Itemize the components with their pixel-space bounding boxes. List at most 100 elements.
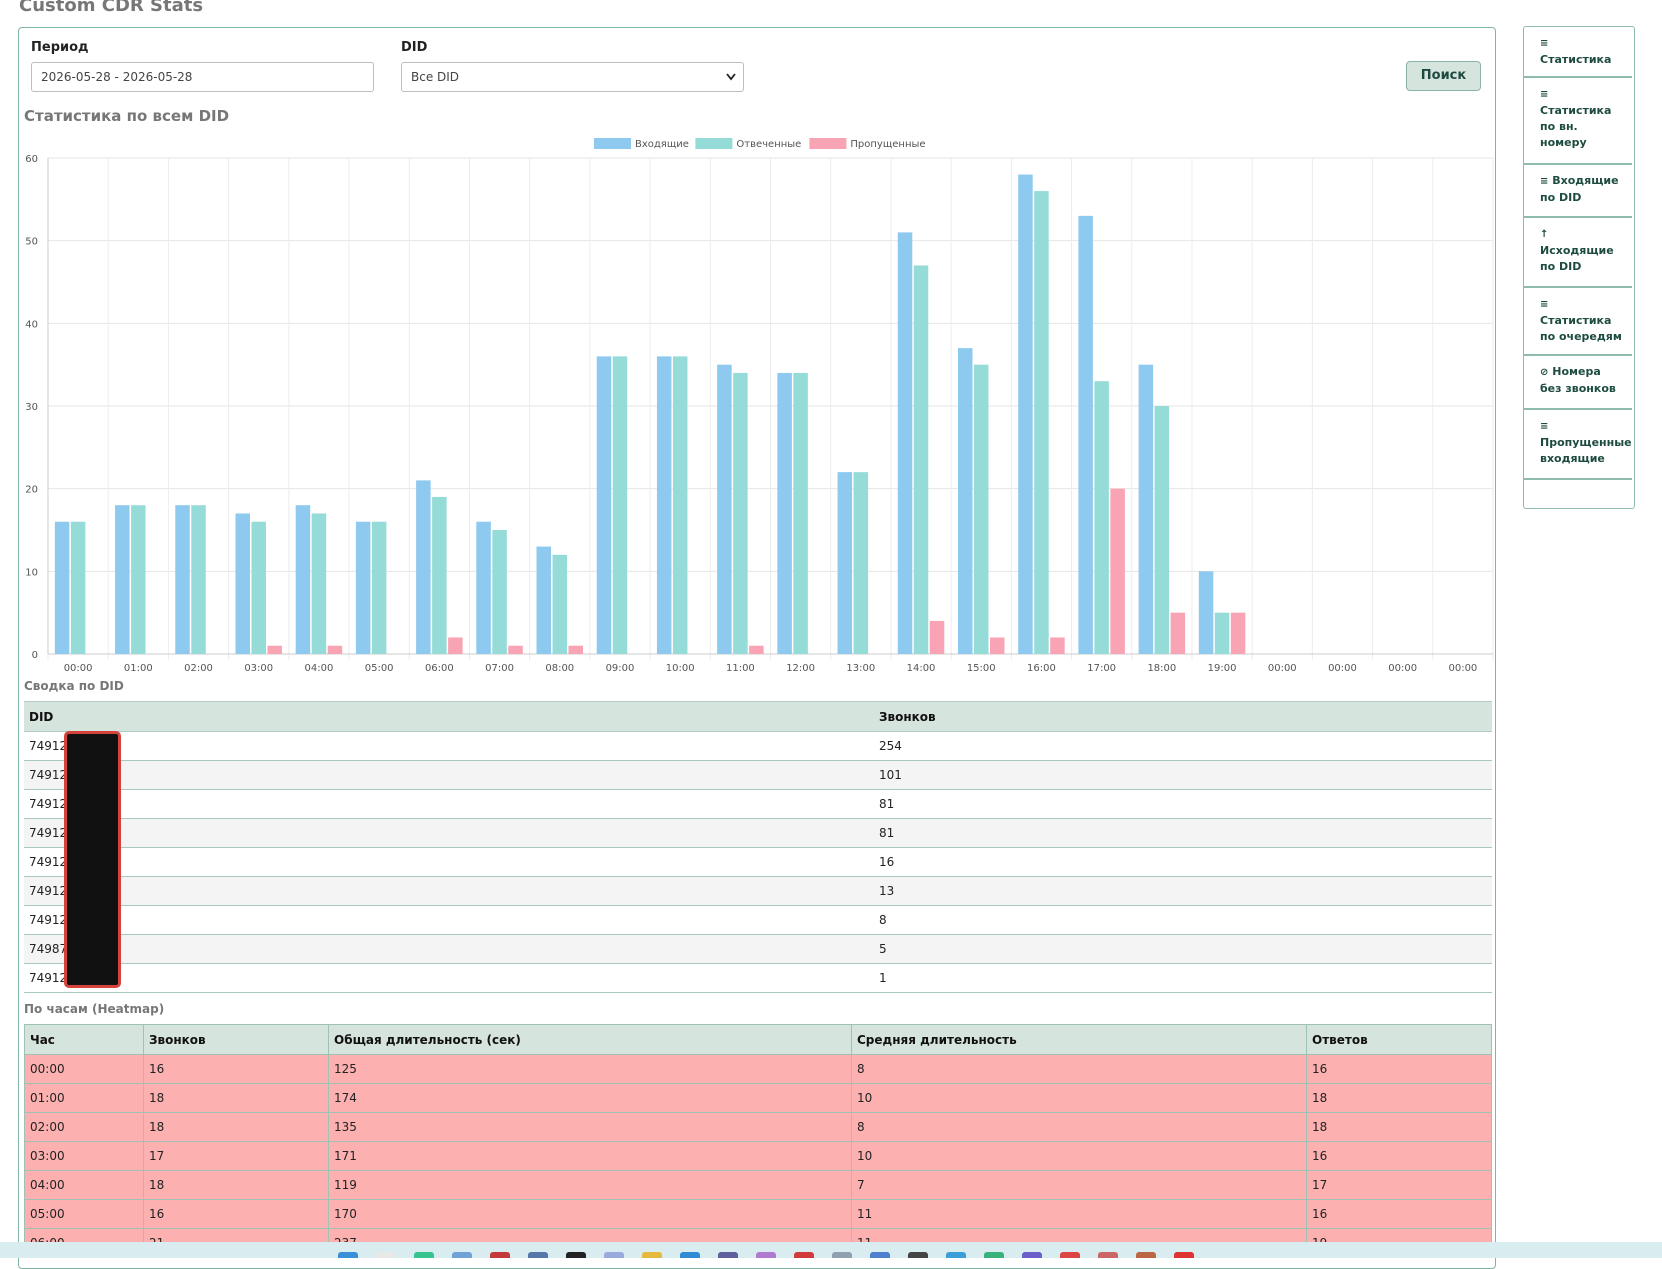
list-icon: ≡ (1540, 89, 1549, 100)
answered-cell: 17 (1306, 1170, 1492, 1200)
taskbar-app-icon[interactable] (414, 1252, 434, 1258)
hour-cell: 04:00 (24, 1170, 144, 1200)
bar-answered (973, 364, 989, 654)
taskbar-app-icon[interactable] (794, 1252, 814, 1258)
hour-cell: 05:00 (24, 1199, 144, 1229)
ban-icon: ⊘ (1540, 367, 1549, 378)
sidebar-item-label: Пропущенные (1540, 436, 1632, 449)
list-icon: ≡ (1540, 421, 1549, 432)
table-row: 74912 8 (24, 905, 1492, 935)
x-tick-label: 09:00 (606, 663, 635, 674)
calls-cell: 16 (143, 1199, 329, 1229)
x-tick-label: 14:00 (907, 663, 936, 674)
sidebar-item-4[interactable]: ↑ Исходящие по DID (1524, 218, 1632, 288)
did-select[interactable]: Все DID (401, 62, 744, 92)
bar-answered (131, 505, 146, 654)
did-cell: 74912 (24, 731, 874, 761)
table-row: 74912 13 (24, 876, 1492, 906)
taskbar-app-icon[interactable] (338, 1252, 358, 1258)
did-select-value: Все DID (411, 70, 460, 84)
x-tick-label: 11:00 (726, 663, 755, 674)
x-tick-label: 17:00 (1087, 663, 1116, 674)
x-tick-label: 03:00 (244, 663, 273, 674)
legend-swatch (809, 138, 847, 149)
taskbar-app-icon[interactable] (528, 1252, 548, 1258)
hour-cell: 03:00 (24, 1141, 144, 1171)
taskbar-app-icon[interactable] (566, 1252, 586, 1258)
taskbar-app-icon[interactable] (984, 1252, 1004, 1258)
taskbar-app-icon[interactable] (1174, 1252, 1194, 1258)
bar-answered (552, 554, 568, 654)
taskbar-app-icon[interactable] (1060, 1252, 1080, 1258)
table-row: 74912 101 (24, 760, 1492, 790)
avg-duration-cell: 10 (851, 1083, 1307, 1113)
sidebar-item-7[interactable]: ≡ Пропущенные входящие (1524, 410, 1632, 480)
taskbar-app-icon[interactable] (376, 1252, 396, 1258)
x-tick-label: 15:00 (967, 663, 996, 674)
taskbar-app-icon[interactable] (642, 1252, 662, 1258)
answered-cell: 16 (1306, 1054, 1492, 1084)
bar-chart: 0 10 20 30 40 50 60 00:00 01:00 02:00 03:00 04:00 05… (25, 138, 1494, 674)
table-row: 01:00 18 174 10 18 (24, 1083, 1492, 1113)
calls-cell: 8 (874, 905, 1492, 935)
legend-label: Отвеченные (736, 139, 801, 150)
taskbar-app-icon[interactable] (908, 1252, 928, 1258)
summary-table: DID Звонков 74912 254 74912 101 74912 81 74… (24, 701, 1492, 993)
bar-answered (793, 372, 808, 654)
list-icon: ≡ (1540, 38, 1549, 49)
bar-answered (612, 356, 628, 654)
table-row: 05:00 16 170 11 16 (24, 1199, 1492, 1229)
col-header-calls: Звонков (143, 1024, 329, 1055)
x-tick-label: 00:00 (1448, 663, 1477, 674)
bar-incoming (235, 513, 250, 654)
list-icon: ≡ (1540, 299, 1549, 310)
taskbar-app-icon[interactable] (1022, 1252, 1042, 1258)
sidebar-item-1[interactable]: ≡ Статистика (1524, 27, 1632, 78)
taskbar-app-icon[interactable] (1098, 1252, 1118, 1258)
taskbar-app-icon[interactable] (756, 1252, 776, 1258)
sidebar-item-2[interactable]: ≡ Статистика по вн. номеру (1524, 78, 1632, 165)
sidebar-item-5[interactable]: ≡ Статистика по очередям (1524, 288, 1632, 356)
bar-incoming (656, 356, 672, 654)
sidebar-item-label: по вн. (1540, 120, 1578, 133)
y-tick-label: 10 (25, 567, 38, 578)
x-tick-label: 00:00 (64, 663, 93, 674)
sidebar-item-label: без звонков (1540, 382, 1616, 395)
taskbar-app-icon[interactable] (832, 1252, 852, 1258)
taskbar-app-icon[interactable] (718, 1252, 738, 1258)
sidebar-item-6[interactable]: ⊘ Номера без звонков (1524, 356, 1632, 410)
search-button[interactable]: Поиск (1406, 61, 1481, 91)
taskbar-app-icon[interactable] (604, 1252, 624, 1258)
sidebar-item-label: Входящие (1552, 174, 1619, 187)
heatmap-table: Час Звонков Общая длительность (сек) Сре… (24, 1024, 1492, 1258)
sidebar-item-label: по DID (1540, 260, 1582, 273)
bar-incoming (476, 521, 491, 654)
taskbar-app-icon[interactable] (870, 1252, 890, 1258)
heatmap-section-title: По часам (Heatmap) (24, 1002, 165, 1016)
answered-cell: 16 (1306, 1141, 1492, 1171)
y-tick-label: 60 (25, 154, 38, 165)
bar-missed (749, 645, 764, 654)
sidebar-item-3[interactable]: ≡ Входящие по DID (1524, 165, 1632, 218)
y-tick-label: 20 (25, 485, 38, 496)
taskbar-app-icon[interactable] (1136, 1252, 1156, 1258)
avg-duration-cell: 10 (851, 1141, 1307, 1171)
bar-incoming (536, 546, 552, 654)
taskbar-app-icon[interactable] (946, 1252, 966, 1258)
bar-missed (989, 637, 1005, 654)
taskbar-app-icon[interactable] (680, 1252, 700, 1258)
bar-answered (913, 265, 929, 654)
bar-incoming (1198, 571, 1214, 654)
bar-incoming (175, 505, 190, 654)
period-input[interactable]: 2026-05-28 - 2026-05-28 (31, 62, 374, 92)
did-cell: 74912 (24, 963, 874, 993)
bar-incoming (1138, 364, 1154, 654)
x-tick-label: 12:00 (786, 663, 815, 674)
taskbar-app-icon[interactable] (490, 1252, 510, 1258)
legend-swatch (695, 138, 733, 149)
calls-cell: 13 (874, 876, 1492, 906)
taskbar-app-icon[interactable] (452, 1252, 472, 1258)
bar-answered (371, 521, 387, 654)
did-cell: 74912 (24, 905, 874, 935)
table-row: 74912 81 (24, 789, 1492, 819)
